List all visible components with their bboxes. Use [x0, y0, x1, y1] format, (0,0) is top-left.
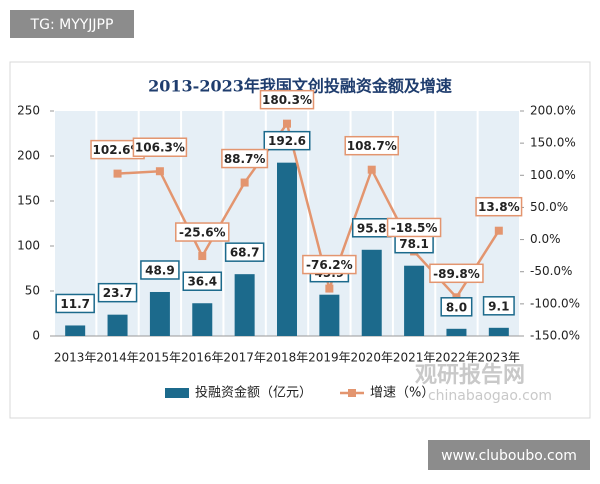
legend-label: 增速（%） [370, 386, 434, 401]
bar [277, 162, 297, 336]
bar [404, 265, 425, 336]
data-label: 13.8% [478, 200, 520, 214]
x-tick-label: 2016年 [181, 351, 224, 365]
line-marker [113, 169, 122, 178]
bar [234, 274, 255, 336]
y2-tick-label: 150.0% [530, 136, 576, 150]
y2-tick-label: 100.0% [530, 168, 576, 182]
x-tick-label: 2019年 [308, 351, 351, 365]
y2-tick-label: 50.0% [530, 200, 568, 214]
y2-tick-label: -50.0% [530, 264, 572, 278]
x-tick-label: 2014年 [96, 351, 139, 365]
label-box [429, 263, 484, 284]
watermark-name: 观研报告网 [415, 363, 525, 388]
data-label: 11.7 [60, 297, 90, 311]
x-tick-label: 2020年 [350, 351, 393, 365]
bar [361, 249, 382, 336]
x-tick-label: 2015年 [139, 351, 182, 365]
data-label: 192.6 [268, 134, 306, 148]
line-marker [198, 252, 207, 261]
bar [107, 314, 128, 336]
bar [319, 294, 340, 336]
y-tick-label: 200 [17, 149, 40, 163]
data-label: 9.1 [488, 299, 509, 313]
label-box [132, 137, 188, 157]
y-tick-label: 250 [17, 104, 40, 118]
x-tick-label: 2013年 [54, 351, 97, 365]
data-label: 36.4 [187, 275, 217, 289]
chart-title: 2013-2023年我国文创投融资金额及增速 [148, 77, 452, 96]
line-marker [494, 226, 503, 235]
line-marker [367, 165, 376, 174]
label-box [97, 282, 138, 303]
label-box [263, 130, 311, 151]
data-label: 23.7 [103, 286, 133, 300]
watermark-site: chinabaogao.com [428, 388, 552, 404]
data-label: -89.8% [433, 267, 480, 281]
label-box [440, 297, 473, 317]
tag-box [10, 10, 134, 38]
bar [149, 291, 170, 336]
y-tick-label: 100 [17, 239, 40, 253]
data-label: 108.7% [347, 139, 397, 153]
data-label: 88.7% [224, 152, 266, 166]
line-marker [283, 119, 291, 128]
data-label: 78.1 [399, 237, 429, 251]
data-label: 106.3% [135, 141, 185, 155]
y2-tick-label: 200.0% [530, 104, 576, 118]
x-tick-label: 2017年 [223, 351, 266, 365]
data-label: 68.7 [230, 246, 260, 260]
label-box [386, 217, 442, 238]
label-box [302, 254, 357, 275]
x-tick-label: 2022年 [435, 351, 478, 365]
y2-tick-label: -150.0% [530, 329, 580, 343]
line-marker [155, 167, 164, 176]
data-label: 95.8 [357, 221, 387, 235]
label-box [55, 293, 95, 314]
y-tick-label: 150 [17, 194, 40, 208]
data-label: 180.3% [262, 93, 312, 107]
data-label: -76.2% [306, 258, 353, 272]
label-box [475, 196, 523, 217]
y2-tick-label: -100.0% [530, 296, 580, 310]
label-box [224, 242, 265, 262]
label-box [221, 148, 269, 169]
line-marker [325, 284, 334, 293]
y-tick-label: 0 [32, 329, 40, 343]
x-tick-label: 2023年 [478, 351, 521, 365]
data-label: -25.6% [179, 226, 226, 240]
bar [488, 327, 509, 336]
bar [192, 303, 213, 336]
label-box [140, 260, 180, 280]
footer-site: www.cluboubo.com [441, 448, 577, 464]
legend-label: 投融资金额（亿元） [195, 385, 312, 401]
bar [446, 328, 467, 336]
data-label: -18.5% [391, 221, 438, 235]
header-tag: TG: MYYJJPP [30, 17, 114, 33]
y2-tick-label: 0.0% [530, 232, 561, 246]
bar [65, 325, 86, 336]
label-box [175, 222, 230, 242]
y-tick-label: 50 [25, 284, 40, 298]
label-box [344, 135, 399, 156]
label-box [259, 89, 315, 110]
data-label: 48.9 [145, 263, 175, 277]
legend-swatch [165, 388, 189, 398]
legend-swatch [348, 389, 356, 397]
data-label: 102.6% [93, 143, 143, 157]
footer-box [428, 440, 590, 470]
data-label: 8.0 [446, 300, 467, 314]
x-tick-label: 2021年 [393, 351, 436, 365]
x-tick-label: 2018年 [266, 351, 309, 365]
label-box [182, 271, 223, 291]
line-marker [240, 178, 249, 187]
label-box [482, 296, 515, 316]
